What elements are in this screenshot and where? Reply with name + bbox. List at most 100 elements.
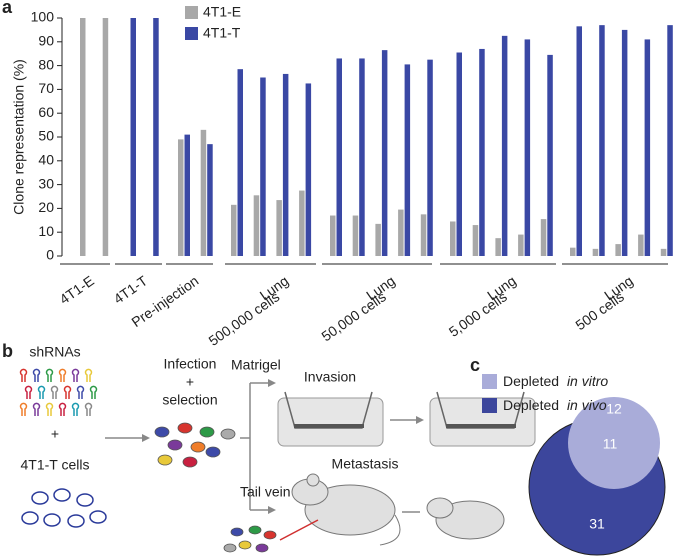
bar	[621, 29, 628, 257]
bar	[130, 18, 136, 256]
bar	[80, 18, 86, 256]
bar	[592, 248, 599, 256]
label: +	[51, 426, 59, 442]
bar	[427, 59, 433, 257]
hairpin	[71, 368, 80, 382]
hairpin	[58, 402, 67, 416]
bar	[102, 18, 109, 256]
legend-text: Depleted	[503, 373, 563, 389]
bar	[479, 48, 485, 256]
bar	[200, 129, 207, 256]
bar	[615, 244, 621, 256]
legend-swatch	[482, 398, 497, 413]
bar	[420, 214, 427, 256]
hairpin	[50, 385, 59, 399]
y-tick-label: 80	[38, 56, 54, 72]
infected-cells	[154, 422, 236, 468]
legend-italic: in vivo	[567, 397, 607, 413]
label: Metastasis	[332, 456, 399, 472]
hairpin	[63, 385, 72, 399]
y-tick-label: 20	[38, 199, 54, 215]
venn-count: 11	[603, 436, 618, 452]
bar	[576, 26, 582, 256]
hairpin	[58, 368, 67, 382]
bar	[178, 139, 184, 256]
bar	[359, 58, 365, 257]
bar	[456, 52, 462, 257]
bar	[495, 238, 501, 256]
bar	[381, 50, 388, 256]
hairpin	[37, 385, 46, 399]
label: 4T1-T cells	[21, 457, 90, 473]
transwell	[277, 391, 536, 447]
hairpin	[84, 402, 93, 416]
legend-label: 4T1-T	[203, 25, 241, 41]
label: selection	[162, 392, 217, 408]
bar	[667, 25, 673, 256]
arrow-head	[268, 379, 276, 387]
bar	[375, 223, 381, 256]
bar	[231, 204, 237, 256]
legend-swatch	[482, 374, 497, 389]
bar	[450, 221, 456, 256]
bar	[599, 25, 605, 256]
venn-count: 12	[606, 401, 622, 417]
bar	[282, 73, 289, 257]
label: Invasion	[304, 369, 356, 385]
bar	[330, 215, 336, 256]
bar	[260, 77, 266, 256]
venn-count: 31	[589, 516, 605, 532]
legend-italic: in vitro	[567, 373, 608, 389]
legend-swatch	[185, 6, 198, 19]
hairpin	[84, 368, 93, 382]
legend-label: Depleted in vivo	[503, 397, 607, 413]
hairpin	[45, 368, 54, 382]
bar	[305, 83, 312, 256]
hairpin	[76, 385, 85, 399]
bar	[207, 144, 213, 256]
bar	[638, 234, 644, 256]
bar	[518, 234, 524, 256]
x-tick-label: 500 cells	[572, 288, 626, 333]
bar	[660, 248, 667, 256]
y-tick-label: 60	[38, 104, 54, 120]
bar	[336, 58, 342, 257]
bar	[501, 35, 508, 256]
bar	[524, 39, 531, 256]
hairpin	[32, 402, 41, 416]
hairpin	[19, 402, 28, 416]
label: +	[186, 374, 194, 390]
injection-arrow	[279, 519, 319, 541]
label: shRNAs	[29, 344, 80, 360]
bar	[276, 200, 282, 256]
hairpin	[89, 385, 98, 399]
bar	[644, 39, 651, 256]
panel-letter: b	[2, 341, 13, 361]
y-tick-label: 10	[38, 223, 54, 239]
bar	[237, 69, 243, 256]
x-tick-label: 500,000 cells	[206, 288, 283, 348]
x-tick-label: 4T1-T	[111, 272, 151, 307]
panel-letter: a	[2, 0, 13, 17]
label: Infection	[164, 356, 217, 372]
hairpin	[19, 368, 28, 382]
label: Tail vein	[240, 484, 291, 500]
legend-text: Depleted	[503, 397, 563, 413]
y-tick-label: 40	[38, 152, 54, 168]
bar	[398, 209, 404, 256]
bar	[472, 225, 479, 256]
bar	[352, 215, 359, 256]
y-tick-label: 30	[38, 175, 54, 191]
y-tick-label: 90	[38, 33, 54, 49]
shrna-icons	[19, 368, 98, 416]
injected-cells	[223, 525, 277, 553]
hairpin	[45, 402, 54, 416]
y-tick-label: 50	[38, 128, 54, 144]
x-tick-label: 5,000 cells	[446, 288, 510, 340]
x-tick-label: 50,000 cells	[318, 288, 388, 344]
y-tick-label: 70	[38, 80, 54, 96]
hairpin	[24, 385, 33, 399]
legend-swatch	[185, 27, 198, 40]
bar	[540, 219, 547, 256]
